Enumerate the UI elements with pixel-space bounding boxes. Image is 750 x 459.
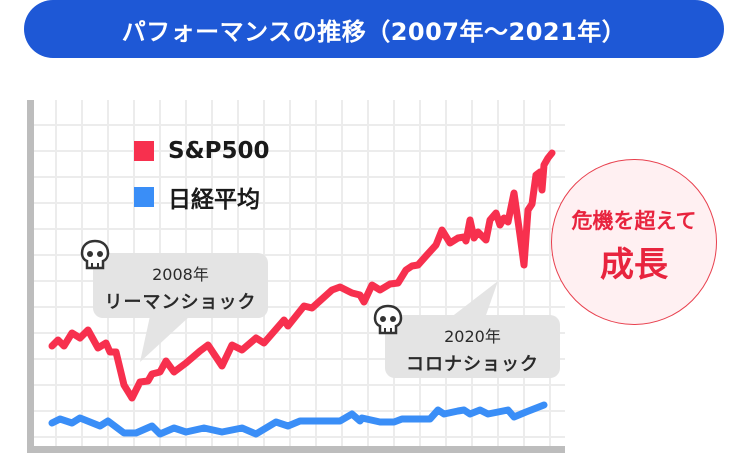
legend-label-nikkei: 日経平均 (168, 187, 260, 213)
legend-label-sp500: S&P500 (168, 138, 270, 164)
legend-swatch-nikkei (134, 187, 154, 207)
nikkei-line (48, 401, 548, 438)
callout-tail-2008 (140, 316, 190, 362)
callout-event: リーマンショック (104, 292, 257, 313)
x-axis (27, 446, 565, 453)
legend-swatch-sp500 (134, 141, 154, 161)
y-axis (27, 100, 34, 453)
callout-lehman: 2008年 リーマンショック (93, 253, 268, 318)
sp500-line (48, 149, 556, 402)
skull-icon (373, 304, 403, 335)
growth-badge-line1: 危機を超えて (571, 208, 697, 233)
legend-item-sp500: S&P500 (134, 138, 270, 164)
callout-tail-2020 (450, 281, 498, 318)
page-title: パフォーマンスの推移（2007年〜2021年） (121, 17, 627, 46)
skull-icon (80, 239, 110, 270)
callout-event: コロナショック (406, 354, 539, 375)
growth-badge-line2: 成長 (600, 244, 668, 285)
callout-year: 2020年 (444, 327, 501, 346)
legend-item-nikkei: 日経平均 (134, 180, 260, 214)
title-banner: パフォーマンスの推移（2007年〜2021年） (24, 0, 724, 58)
callout-corona: 2020年 コロナショック (385, 315, 560, 378)
callout-year: 2008年 (152, 265, 209, 284)
growth-badge: 危機を超えて 成長 (551, 159, 717, 325)
